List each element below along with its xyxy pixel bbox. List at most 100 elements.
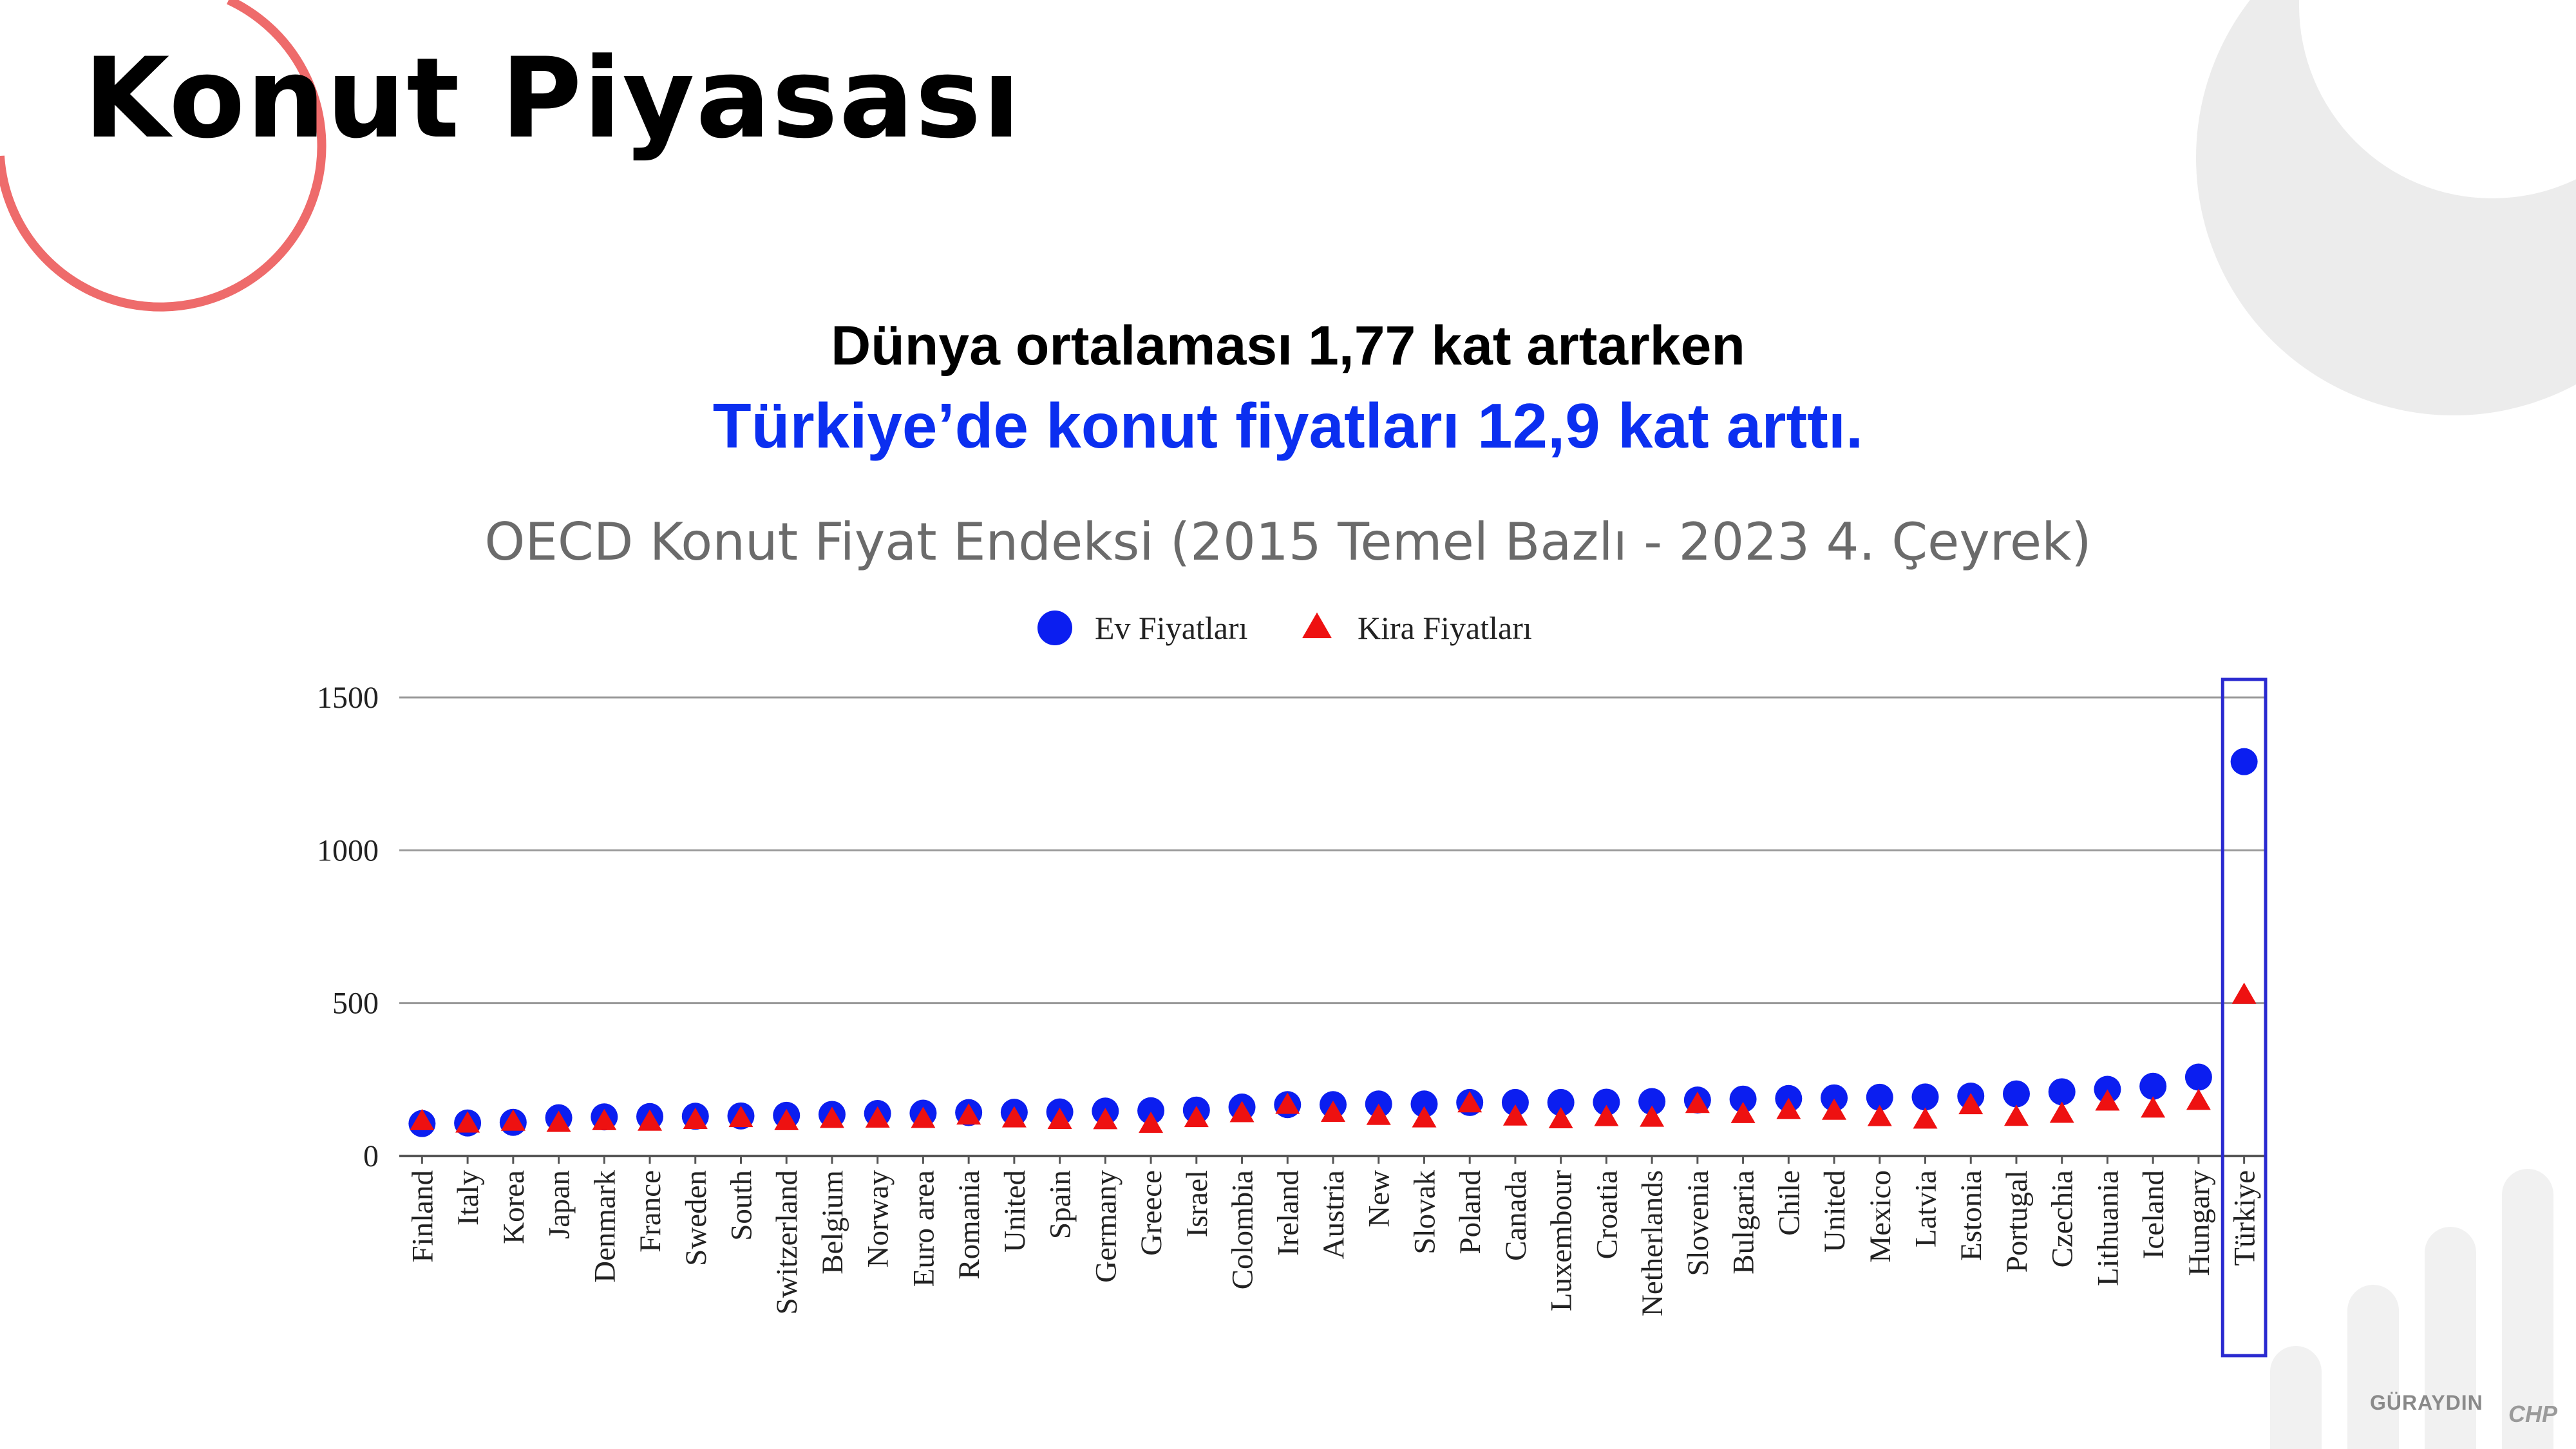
kira-fiyatlari-point — [455, 1111, 480, 1133]
kira-fiyatlari-point — [2231, 982, 2257, 1004]
x-tick-label: Bulgaria — [1727, 1170, 1761, 1274]
kira-fiyatlari-point — [638, 1109, 663, 1131]
ev-fiyatlari-point — [1137, 1097, 1165, 1124]
gray-bar-decoration — [2502, 1169, 2553, 1449]
kira-fiyatlari-point — [1730, 1101, 1756, 1123]
kira-fiyatlari-point — [1412, 1106, 1437, 1128]
chart-gridlines — [399, 696, 2267, 1157]
ev-fiyatlari-point — [2184, 1063, 2212, 1091]
x-tick-label: Hungary — [2183, 1170, 2216, 1276]
y-tick-label: 0 — [363, 1139, 379, 1173]
x-tick-label: Mexico — [1864, 1170, 1897, 1263]
x-tick-label: France — [634, 1170, 667, 1253]
ev-fiyatlari-point — [2230, 748, 2258, 775]
kira-fiyatlari-point — [1093, 1108, 1118, 1130]
kira-fiyatlari-point — [2186, 1088, 2211, 1110]
kira-fiyatlari-point — [1776, 1097, 1801, 1119]
x-tick-label: Spain — [1044, 1170, 1077, 1239]
chart-title: OECD Konut Fiyat Endeksi (2015 Temel Baz… — [484, 512, 2092, 572]
x-tick-label: Korea — [497, 1170, 531, 1244]
kira-fiyatlari-point — [2049, 1101, 2074, 1123]
legend-label-kira: Kira Fiyatları — [1358, 610, 1532, 646]
y-tick-label: 500 — [332, 987, 379, 1021]
kira-fiyatlari-point — [1502, 1104, 1528, 1126]
kira-fiyatlari-point — [1366, 1103, 1391, 1125]
x-tick-label: Slovenia — [1681, 1170, 1715, 1276]
kira-fiyatlari-point — [500, 1109, 526, 1131]
x-tick-label: Latvia — [1909, 1170, 1943, 1247]
kira-fiyatlari-point — [1548, 1106, 1573, 1128]
x-tick-label: Israel — [1180, 1170, 1214, 1237]
legend-circle-marker — [1037, 611, 1072, 645]
x-tick-label: Lithuania — [2091, 1170, 2125, 1286]
legend-triangle-marker — [1302, 612, 1332, 638]
x-tick-label: United — [998, 1170, 1032, 1253]
ev-fiyatlari-point — [1593, 1088, 1620, 1116]
ev-fiyatlari-point — [1638, 1088, 1666, 1115]
kira-fiyatlari-point — [546, 1110, 571, 1132]
red-ring-decoration — [0, 0, 327, 312]
kira-fiyatlari-point — [1139, 1112, 1164, 1133]
x-tick-label: Poland — [1454, 1170, 1487, 1255]
x-tick-label: Denmark — [588, 1170, 621, 1283]
kira-fiyatlari-point — [2003, 1104, 2029, 1126]
gray-bar-decoration — [2347, 1285, 2399, 1449]
kira-fiyatlari-point — [1685, 1092, 1710, 1113]
kira-fiyatlari-point — [1958, 1093, 1984, 1115]
kira-fiyatlari-point — [592, 1108, 617, 1130]
kira-fiyatlari-point — [683, 1107, 708, 1129]
kira-fiyatlari-point — [1001, 1106, 1027, 1128]
kira-fiyatlari-point — [1913, 1107, 1938, 1129]
x-tick-label: Greece — [1135, 1170, 1168, 1256]
x-tick-label: Ireland — [1271, 1170, 1305, 1256]
ev-fiyatlari-point — [2139, 1072, 2167, 1100]
x-tick-label: Austria — [1317, 1170, 1350, 1260]
x-tick-label: Belgium — [816, 1170, 849, 1274]
x-tick-label: Switzerland — [770, 1170, 804, 1315]
gray-bar-decoration — [2270, 1346, 2322, 1449]
ev-fiyatlari-point — [2002, 1080, 2030, 1108]
ev-fiyatlari-point — [1501, 1088, 1529, 1116]
kira-fiyatlari-point — [2141, 1096, 2166, 1118]
x-tick-label: United — [1818, 1170, 1852, 1253]
ev-fiyatlari-point — [1911, 1083, 1939, 1111]
ev-fiyatlari-point — [1729, 1085, 1757, 1113]
kira-fiyatlari-point — [819, 1106, 844, 1128]
kira-fiyatlari-point — [1275, 1092, 1300, 1114]
x-tick-label: Czechia — [2046, 1170, 2079, 1267]
kira-fiyatlari-point — [2095, 1089, 2120, 1111]
turkiye-highlight-box — [2221, 677, 2268, 1358]
brand-name: GÜRAYDIN — [2370, 1391, 2483, 1414]
x-tick-label: Japan — [543, 1170, 576, 1239]
headline-turkiye: Türkiye’de konut fiyatları 12,9 kat artt… — [712, 390, 1864, 461]
legend-label-ev: Ev Fiyatları — [1095, 610, 1247, 646]
x-tick-label: Sweden — [679, 1170, 713, 1266]
x-tick-label: Slovak — [1408, 1170, 1441, 1255]
x-tick-label: Italy — [451, 1170, 485, 1226]
y-tick-label: 1500 — [317, 681, 379, 715]
y-tick-label: 1000 — [317, 833, 379, 867]
ev-fiyatlari-point — [1547, 1088, 1575, 1116]
kira-fiyatlari-point — [410, 1108, 435, 1130]
kira-fiyatlari-point — [1457, 1091, 1482, 1113]
x-tick-label: Euro area — [907, 1170, 940, 1287]
x-tick-label: Portugal — [2000, 1170, 2034, 1273]
x-tick-label: Luxembour — [1545, 1170, 1578, 1312]
chart-marks — [408, 748, 2258, 1137]
kira-fiyatlari-point — [1229, 1101, 1255, 1122]
kira-fiyatlari-point — [956, 1103, 981, 1125]
x-tick-label: Finland — [406, 1170, 439, 1263]
x-tick-label: Chile — [1772, 1170, 1806, 1236]
x-tick-label: South — [724, 1170, 758, 1241]
gray-bar-decoration — [2425, 1227, 2476, 1449]
chart-legend: Ev Fiyatları Kira Fiyatları — [1037, 610, 1532, 646]
kira-fiyatlari-point — [865, 1106, 890, 1128]
x-tick-label: Norway — [862, 1170, 895, 1268]
kira-fiyatlari-point — [1867, 1104, 1892, 1126]
x-tick-label: Colombia — [1226, 1170, 1260, 1290]
white-circle-decoration — [2299, 0, 2576, 198]
x-tick-label: Canada — [1499, 1170, 1533, 1261]
x-tick-label: Türkiye — [2228, 1170, 2262, 1266]
kira-fiyatlari-point — [911, 1106, 936, 1128]
